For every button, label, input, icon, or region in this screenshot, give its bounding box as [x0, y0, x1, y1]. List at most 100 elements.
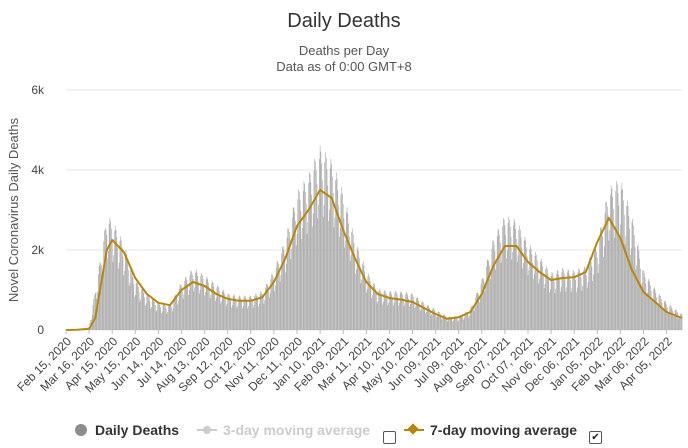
y-axis-ticks: 0 2k 4k 6k — [31, 83, 45, 337]
daily-death-bar — [519, 225, 520, 330]
daily-death-bar — [161, 313, 162, 330]
daily-death-bar — [107, 258, 108, 330]
daily-death-bar — [302, 191, 304, 330]
daily-death-bar — [438, 311, 439, 330]
daily-death-bar — [593, 274, 594, 330]
daily-death-bar — [423, 304, 425, 330]
daily-death-bar — [453, 317, 455, 330]
daily-death-bar — [414, 308, 416, 330]
daily-death-bar — [377, 301, 379, 330]
daily-death-bar — [369, 281, 371, 330]
daily-death-bar — [630, 248, 632, 330]
daily-death-bar — [543, 273, 544, 330]
daily-death-bar — [114, 230, 115, 330]
legend-label-ma3: 3-day moving average — [223, 422, 371, 438]
daily-death-bar — [526, 256, 528, 330]
daily-death-bar — [339, 236, 340, 330]
daily-death-bar — [173, 299, 175, 330]
daily-death-bar — [667, 313, 669, 330]
daily-death-bar — [228, 294, 230, 330]
daily-death-bar — [386, 293, 387, 330]
daily-death-bar — [204, 295, 205, 330]
daily-death-bar — [353, 243, 355, 330]
daily-death-bar — [643, 270, 644, 330]
daily-death-bar — [523, 240, 525, 330]
daily-death-bar — [166, 313, 168, 330]
daily-death-bar — [638, 250, 640, 330]
daily-death-bar — [593, 253, 595, 330]
daily-death-bar — [460, 315, 462, 330]
daily-death-bar — [469, 315, 470, 330]
legend-item-7day-average[interactable]: 7-day moving average — [404, 422, 577, 438]
daily-death-bar — [187, 284, 188, 330]
daily-death-bar — [301, 238, 302, 330]
daily-death-bar — [329, 168, 331, 330]
daily-death-bar — [655, 293, 657, 330]
daily-death-bar — [605, 202, 607, 330]
daily-death-bar — [378, 291, 379, 330]
ma3-checkbox[interactable] — [383, 431, 396, 444]
daily-death-bar — [415, 306, 416, 330]
daily-death-bar — [509, 226, 511, 330]
daily-death-bar — [293, 207, 295, 330]
daily-death-bar — [576, 287, 578, 330]
daily-death-bar — [649, 281, 650, 330]
daily-death-bar — [665, 302, 667, 330]
daily-death-bar — [483, 281, 485, 330]
daily-death-bar — [108, 250, 109, 330]
daily-death-bar — [394, 293, 396, 330]
daily-death-bar — [332, 192, 334, 330]
daily-death-bar — [181, 285, 182, 330]
daily-death-bar — [476, 292, 478, 330]
daily-death-bar — [312, 226, 313, 330]
daily-death-bar — [176, 297, 178, 330]
daily-death-bar — [551, 272, 553, 330]
daily-death-bar — [661, 302, 663, 330]
daily-death-bar — [548, 279, 550, 330]
daily-death-bar — [121, 240, 122, 330]
daily-death-bar — [261, 292, 262, 330]
daily-death-bar — [506, 250, 508, 330]
daily-death-bar — [183, 294, 185, 330]
daily-death-bar — [314, 158, 316, 330]
legend-item-daily-deaths[interactable]: Daily Deaths — [75, 422, 179, 438]
daily-death-bar — [281, 253, 282, 330]
daily-death-bar — [426, 305, 428, 330]
daily-death-bar — [342, 204, 344, 330]
daily-death-bar — [275, 285, 276, 330]
daily-death-bar — [525, 240, 526, 330]
daily-death-bar — [533, 274, 535, 330]
daily-death-bar — [560, 287, 562, 330]
daily-death-bar — [148, 298, 150, 330]
daily-death-bar — [182, 298, 184, 330]
daily-death-bar — [667, 307, 668, 330]
daily-death-bar — [600, 226, 602, 330]
daily-death-bar — [186, 280, 188, 330]
daily-death-bar — [365, 292, 367, 330]
daily-death-bar — [251, 298, 252, 330]
daily-death-bar — [517, 255, 519, 330]
daily-death-bar — [600, 227, 601, 330]
daily-death-bar — [391, 294, 393, 330]
daily-death-bar — [640, 268, 641, 330]
daily-death-bar — [629, 228, 630, 330]
legend: Daily Deaths 3-day moving average 7-day … — [0, 422, 688, 444]
daily-death-bar — [175, 294, 176, 330]
daily-death-bar — [244, 295, 245, 330]
daily-death-bar — [553, 281, 555, 330]
daily-death-bar — [560, 291, 561, 330]
legend-item-3day-average[interactable]: 3-day moving average — [197, 422, 370, 438]
daily-death-bar — [232, 305, 233, 330]
daily-death-bar — [556, 270, 558, 330]
daily-death-bar — [613, 238, 615, 330]
daily-death-bar — [295, 245, 297, 330]
daily-death-bar — [402, 298, 404, 330]
ma7-checkbox[interactable]: ✔ — [589, 431, 602, 444]
daily-death-bar — [355, 273, 356, 330]
daily-death-bar — [470, 307, 472, 330]
daily-death-bar — [334, 217, 336, 330]
daily-death-bar — [225, 298, 226, 330]
daily-death-bar — [222, 289, 224, 330]
daily-death-bar — [669, 306, 670, 330]
daily-death-bar — [652, 298, 654, 330]
